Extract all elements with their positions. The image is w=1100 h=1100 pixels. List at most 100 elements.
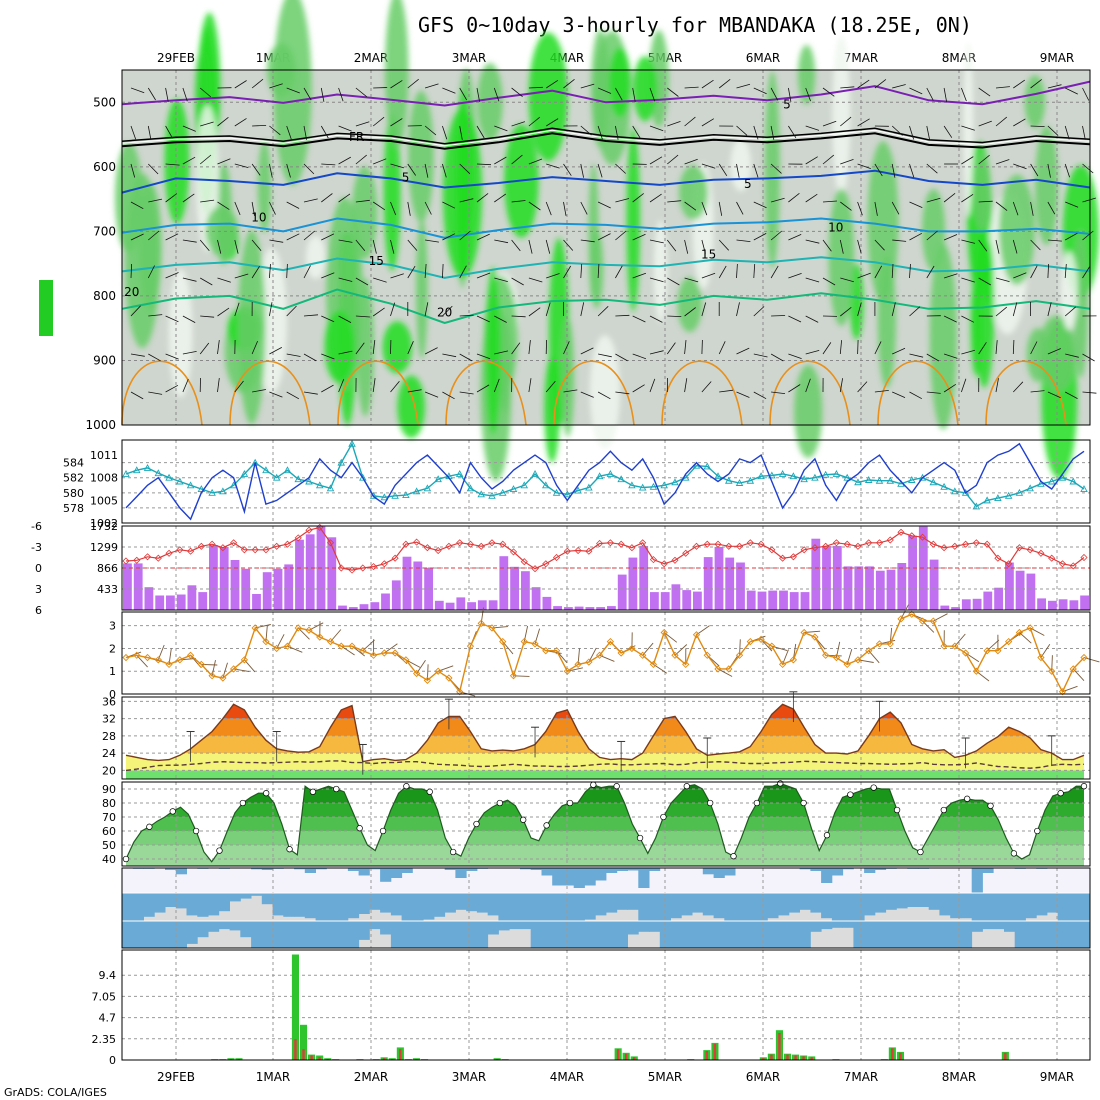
wind-barb [442,87,456,94]
cape-bar [1058,599,1068,610]
rh-marker [940,806,947,814]
cape-bar [725,557,735,610]
li-marker [757,540,765,548]
wind-barb [615,265,623,279]
rh-marker [122,855,130,863]
series-marker [423,676,432,684]
wind-barb [909,125,914,140]
cape-bar [983,591,993,610]
precip-convective-bar [713,1043,717,1060]
rh-shade [626,127,641,312]
wind-barb [788,273,802,279]
series-marker [897,615,905,623]
series-marker [929,478,938,486]
rh-marker [1034,827,1041,835]
temp-tick-label: 36 [102,695,116,708]
wind-barb [978,239,988,252]
wind-barb [269,263,271,279]
panel-frame [121,867,1091,949]
wind-barb [891,201,900,215]
wind-barb [130,87,145,94]
wind-barb [771,391,786,394]
cloud-bar [1036,921,1048,948]
series-marker [316,633,324,641]
cloud-bar [283,921,295,948]
wind-barb [632,353,647,360]
pressure-tick-label: 500 [93,95,116,109]
wind-barb [372,340,376,355]
cape-bar [176,594,186,610]
series-marker [595,651,604,659]
cape-bar [467,602,476,610]
precip-tick-label: 9.4 [99,969,117,982]
cape-bar [434,600,444,610]
wind-barb [667,277,680,286]
wind-barb [1082,391,1097,394]
li-marker [897,528,905,536]
series-marker [746,476,755,484]
li-marker [940,544,948,552]
wind-barb [425,239,439,243]
cape-bar [187,585,197,610]
series-marker [854,478,862,486]
wind10-barb [136,654,148,668]
wind-barb [892,84,906,89]
li-marker [273,542,281,550]
wind-barb [891,163,896,178]
cape-bar [305,534,315,610]
cloud-bar [390,893,403,916]
wind-barb [857,201,863,216]
rh-shade [485,267,501,435]
series-marker [1047,477,1056,485]
cloud-bar [487,921,499,935]
series-marker [1015,628,1024,637]
wind-barb [528,239,533,254]
wind-barb [1047,84,1062,89]
li-marker [886,536,894,544]
wind-barb [321,315,335,323]
cape-bar [219,547,229,610]
rh-marker [893,806,901,814]
cloud-bar [670,893,682,919]
cloud-bar [595,868,607,881]
cloud-bar [294,868,306,870]
wind10-barb [868,650,880,664]
cloud-bar [1014,921,1026,948]
cape-bar [832,546,842,610]
li-tick-label: 6 [35,604,42,617]
rh-shade [442,107,483,279]
wind-barb [701,302,707,317]
cape-bar [951,607,960,610]
wind-barb [182,156,196,165]
wind-barb [909,201,923,208]
wind-barb [320,125,329,139]
rh-marker [263,790,270,797]
cape-bar [338,605,347,610]
rh-shade [677,277,703,333]
rh-marker [146,823,153,830]
wind-barb [1065,87,1078,95]
wind-barb [615,87,623,101]
series-marker [251,624,259,632]
cloud-bar [444,921,456,948]
series-marker [542,647,550,655]
rh-shade [561,317,575,438]
cloud-bar [627,893,639,910]
cloud-bar [982,868,994,873]
cloud-bar [799,868,811,870]
wind-barb [407,265,416,279]
wind-barb [165,87,169,102]
rh-line [125,782,1084,863]
wind-barb [511,121,526,127]
temp-band [126,770,1084,779]
cloud-bar [756,893,768,921]
isotherm-line [121,80,1091,107]
rh-shade [588,163,599,303]
series-marker [628,644,636,653]
rh-marker [683,783,690,790]
wind-barb [476,233,490,241]
series-marker [348,642,356,650]
wind-barb [303,87,312,101]
slp-tick-label: 1011 [90,449,118,462]
